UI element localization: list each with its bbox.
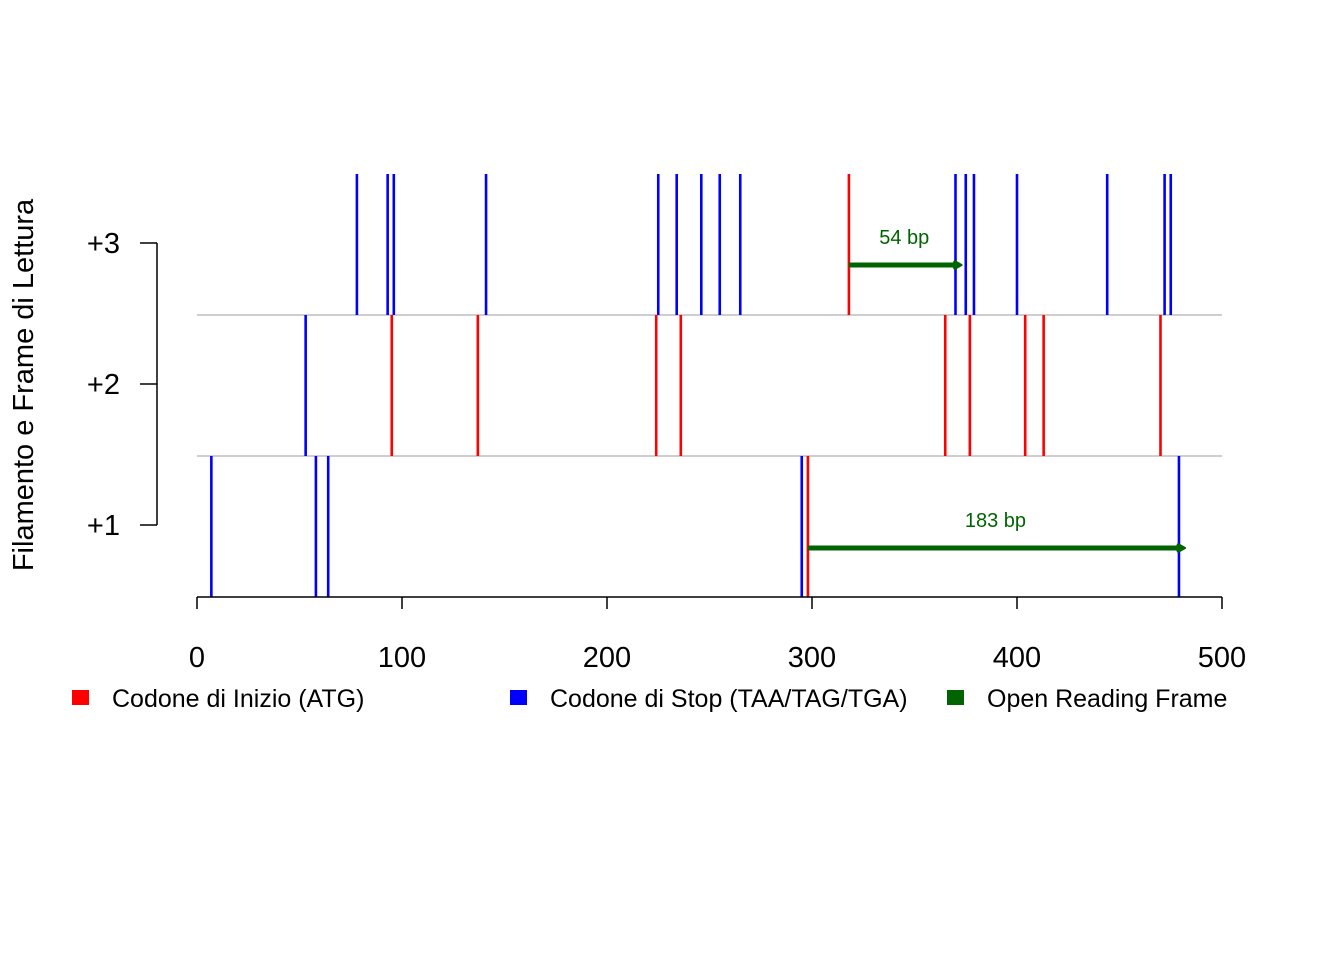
legend: Codone di Inizio (ATG) Codone di Stop (TA…	[72, 685, 1227, 713]
x-tick-label: 0	[189, 642, 205, 674]
legend-label: Codone di Stop (TAA/TAG/TGA)	[550, 685, 908, 713]
orf-arrows: 54 bp 183 bp	[807, 227, 1183, 548]
x-axis: 0 100 200 300 400 500	[189, 596, 1246, 674]
frame-separators	[197, 314, 1222, 457]
x-tick-label: 500	[1198, 642, 1246, 674]
x-tick-label: 300	[788, 642, 836, 674]
legend-swatch	[72, 690, 89, 705]
y-axis: +1 +2 +3	[87, 228, 158, 542]
codon-marks	[210, 174, 1181, 597]
x-tick-label: 100	[378, 642, 426, 674]
orf-length-label: 54 bp	[879, 227, 929, 249]
orf-length-label: 183 bp	[965, 510, 1026, 532]
x-tick-label: 400	[993, 642, 1041, 674]
y-axis-title: Filamento e Frame di Lettura	[8, 198, 40, 571]
y-tick-label: +3	[87, 228, 120, 260]
legend-swatch	[947, 690, 964, 705]
x-tick-label: 200	[583, 642, 631, 674]
y-tick-label: +1	[87, 510, 120, 542]
legend-label: Open Reading Frame	[987, 685, 1227, 713]
y-tick-label: +2	[87, 369, 120, 401]
legend-swatch	[510, 690, 527, 705]
legend-label: Codone di Inizio (ATG)	[112, 685, 364, 713]
